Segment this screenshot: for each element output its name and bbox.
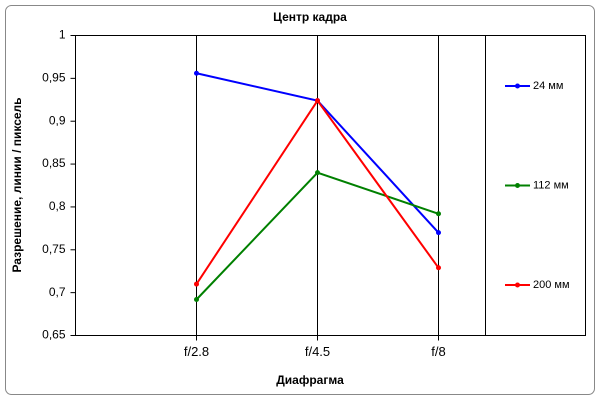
y-tick-label: 1	[59, 28, 66, 42]
x-tick-label: f/4.5	[305, 344, 330, 359]
y-tick-label: 0,95	[42, 71, 66, 85]
legend-marker	[515, 183, 520, 188]
point	[436, 265, 441, 271]
point	[194, 70, 199, 76]
legend-label: 200 мм	[533, 279, 570, 291]
x-tick-label: f/2.8	[184, 344, 209, 359]
point	[194, 297, 199, 302]
y-tick-label: 0,7	[49, 285, 66, 299]
chart-title: Центр кадра	[273, 10, 347, 24]
legend-box	[485, 35, 586, 336]
x-tick-label: f/8	[431, 344, 445, 359]
chart-border	[5, 5, 595, 395]
legend-marker	[515, 282, 520, 288]
point	[436, 230, 441, 236]
legend-marker	[515, 83, 520, 89]
y-tick-label: 0,8	[49, 199, 66, 213]
y-axis-title: Разрешение, линии / пиксель	[10, 97, 24, 272]
x-axis-title: Диафрагма	[276, 373, 344, 387]
y-tick-label: 0,9	[49, 113, 66, 127]
y-tick-label: 0,65	[42, 328, 66, 342]
point	[436, 211, 441, 217]
legend-label: 112 мм	[533, 179, 569, 191]
y-tick-label: 0,85	[42, 156, 66, 170]
point	[194, 281, 199, 287]
point	[315, 170, 320, 176]
y-tick-label: 0,75	[42, 242, 66, 256]
legend-label: 24 мм	[533, 80, 563, 92]
point	[315, 98, 320, 104]
